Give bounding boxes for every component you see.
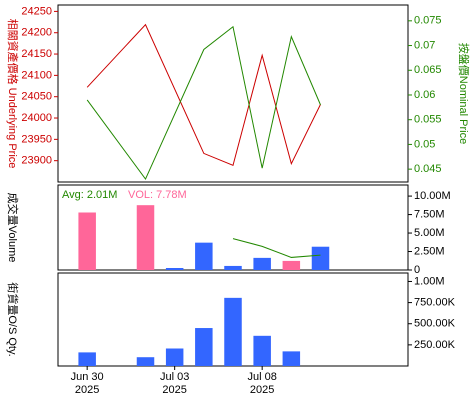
bar bbox=[282, 351, 301, 366]
y-axis-label: 相關資產價格 Underlying Price bbox=[6, 19, 20, 169]
y2-tick-label: 0.065 bbox=[414, 64, 442, 76]
bar bbox=[253, 257, 271, 270]
plot-frame bbox=[57, 4, 409, 183]
price-line bbox=[86, 25, 321, 181]
y-axis-label: 街貨量O/S Qty. bbox=[6, 282, 20, 356]
y-tick-label: 0 bbox=[414, 264, 420, 276]
bar bbox=[195, 242, 213, 270]
x-tick-label: Jul 03 2025 bbox=[160, 371, 189, 396]
y-tick-label: 10.00M bbox=[414, 190, 451, 202]
bar bbox=[165, 268, 184, 270]
y-tick-label: 24050 bbox=[21, 91, 52, 103]
annotation: VOL: 7.78M bbox=[128, 189, 187, 201]
y-tick-label: 24150 bbox=[21, 48, 52, 60]
y-tick-label: 23950 bbox=[21, 133, 52, 145]
x-tick-label: Jun 30 2025 bbox=[71, 371, 104, 396]
y2-tick-label: 0.07 bbox=[414, 39, 435, 51]
y-tick-label: 2.50M bbox=[414, 245, 445, 257]
annotation: Avg: 2.01M bbox=[62, 189, 117, 201]
x-tick-label: Jul 08 2025 bbox=[247, 371, 276, 396]
price-line bbox=[86, 23, 321, 167]
bar bbox=[224, 265, 242, 270]
y-tick-label: 7.50M bbox=[414, 208, 445, 220]
bar bbox=[78, 352, 96, 366]
bar bbox=[165, 348, 184, 366]
y-axis-label: 成交量Volume bbox=[6, 193, 20, 263]
bar bbox=[195, 328, 213, 366]
bar bbox=[311, 246, 330, 270]
y-tick-label: 750.00K bbox=[414, 296, 456, 308]
bar bbox=[136, 205, 155, 270]
y-tick-label: 24100 bbox=[21, 69, 52, 81]
y2-tick-label: 0.055 bbox=[414, 114, 442, 126]
y2-tick-label: 0.06 bbox=[414, 89, 435, 101]
y-tick-label: 500.00K bbox=[414, 318, 456, 330]
bar bbox=[136, 357, 155, 366]
bar bbox=[282, 260, 301, 270]
y2-axis-label: 按盤價Nominal Price bbox=[457, 43, 471, 144]
bar bbox=[253, 335, 271, 366]
bar bbox=[224, 297, 242, 366]
bar bbox=[78, 212, 96, 270]
y2-tick-label: 0.075 bbox=[414, 15, 442, 27]
y-tick-label: 23900 bbox=[21, 155, 52, 167]
y-tick-label: 24200 bbox=[21, 27, 52, 39]
y-tick-label: 24000 bbox=[21, 112, 52, 124]
y2-tick-label: 0.045 bbox=[414, 163, 442, 175]
average-line bbox=[232, 238, 321, 258]
y2-tick-label: 0.05 bbox=[414, 138, 435, 150]
y-tick-label: 1.00M bbox=[414, 275, 445, 287]
y-tick-label: 24250 bbox=[21, 5, 52, 17]
y-tick-label: 250.00K bbox=[414, 339, 456, 351]
y-tick-label: 5.00M bbox=[414, 227, 445, 239]
